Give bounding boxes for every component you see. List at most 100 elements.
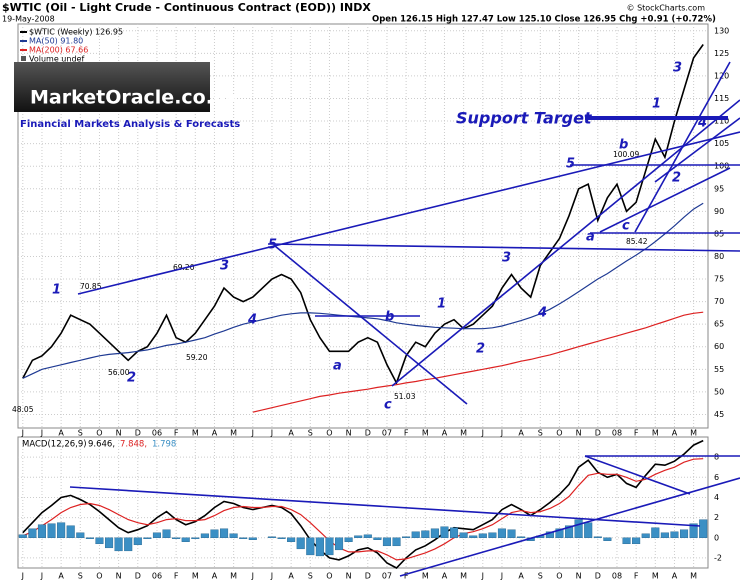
histogram-bar bbox=[344, 537, 353, 542]
histogram-bar bbox=[277, 537, 286, 539]
histogram-bar bbox=[191, 537, 200, 539]
x-tick-label: S bbox=[538, 572, 543, 581]
histogram-bar bbox=[641, 533, 650, 538]
wave-label: 1 bbox=[437, 297, 446, 312]
x-tick-label: M bbox=[422, 572, 429, 581]
y-tick-label: 115 bbox=[714, 94, 729, 103]
x-tick-label: S bbox=[308, 572, 313, 581]
x-tick-label: N bbox=[576, 572, 582, 581]
x-tick-label: A bbox=[288, 429, 294, 438]
wave-label: b bbox=[385, 310, 394, 325]
chart-title: $WTIC (Oil - Light Crude - Continuous Co… bbox=[2, 1, 371, 14]
y-tick-label: 75 bbox=[714, 275, 724, 284]
x-tick-label: J bbox=[40, 572, 43, 581]
histogram-bar bbox=[114, 537, 123, 552]
y-tick-label: 125 bbox=[714, 49, 729, 58]
histogram-bar bbox=[47, 523, 56, 538]
x-tick-label: O bbox=[326, 429, 332, 438]
trend-lines bbox=[69, 61, 740, 577]
histogram-bar bbox=[95, 537, 104, 545]
histogram-bar bbox=[210, 529, 219, 538]
histogram-bar bbox=[670, 531, 679, 538]
histogram-bar bbox=[124, 537, 133, 552]
histogram-bar bbox=[382, 537, 391, 547]
histogram-bar bbox=[421, 530, 430, 538]
y-tick-label: 95 bbox=[714, 184, 724, 193]
histogram-bar bbox=[622, 537, 631, 545]
x-tick-label: O bbox=[326, 572, 332, 581]
x-tick-label: A bbox=[288, 572, 294, 581]
y-tick-label: 4 bbox=[714, 493, 719, 502]
x-tick-label: M bbox=[652, 429, 659, 438]
wave-label: a bbox=[586, 230, 595, 245]
x-tick-label: O bbox=[556, 429, 562, 438]
histogram-bar bbox=[143, 537, 152, 539]
wave-label: Support Target bbox=[456, 109, 593, 128]
wave-label: 4 bbox=[697, 116, 707, 131]
x-tick-label: M bbox=[690, 572, 697, 581]
histogram-bar bbox=[105, 537, 114, 549]
x-tick-label: S bbox=[78, 429, 83, 438]
x-tick-label: S bbox=[308, 429, 313, 438]
x-tick-label: J bbox=[500, 429, 503, 438]
wave-label: 1 bbox=[652, 97, 661, 112]
series-line bbox=[22, 439, 704, 569]
histogram-bar bbox=[57, 522, 66, 538]
histogram-bar bbox=[459, 532, 468, 538]
x-tick-label: F bbox=[404, 572, 409, 581]
x-tick-label: F bbox=[174, 572, 179, 581]
x-tick-label: J bbox=[251, 429, 254, 438]
x-tick-label: J bbox=[481, 429, 484, 438]
histogram-bar bbox=[296, 537, 305, 550]
x-tick-label: A bbox=[518, 572, 524, 581]
wave-label: 4 bbox=[537, 306, 547, 321]
x-tick-label: N bbox=[346, 572, 352, 581]
x-tick-label: M bbox=[192, 572, 199, 581]
y-tick-label: 130 bbox=[714, 26, 729, 35]
histogram-bar bbox=[335, 537, 344, 551]
source: © StockCharts.com bbox=[627, 4, 706, 13]
x-tick-label: D bbox=[135, 572, 141, 581]
wave-label: 5 bbox=[566, 157, 575, 172]
y-tick-label: 90 bbox=[714, 207, 724, 216]
legend-label: MA(50) 91.80 bbox=[29, 37, 83, 46]
histogram-bar bbox=[507, 529, 516, 538]
price-label: 51.03 bbox=[394, 392, 416, 401]
series-line bbox=[22, 44, 704, 385]
histogram-bar bbox=[373, 537, 382, 540]
histogram-bar bbox=[450, 527, 459, 538]
wave-label: c bbox=[622, 219, 630, 234]
histogram-bar bbox=[699, 519, 708, 538]
x-tick-label: J bbox=[251, 572, 254, 581]
x-tick-label: M bbox=[230, 572, 237, 581]
price-label: 59.20 bbox=[186, 353, 208, 362]
legend-label: 1.798 bbox=[152, 440, 176, 450]
histogram-bar bbox=[430, 528, 439, 538]
histogram-bar bbox=[555, 528, 564, 538]
wave-label: 5 bbox=[268, 238, 277, 253]
y-tick-label: 8 bbox=[714, 453, 719, 462]
x-tick-label: J bbox=[481, 572, 484, 581]
legend-swatch bbox=[21, 56, 26, 61]
histogram-bar bbox=[315, 537, 324, 557]
histogram-bar bbox=[363, 534, 372, 538]
x-tick-label: M bbox=[230, 429, 237, 438]
x-tick-label: J bbox=[21, 429, 24, 438]
x-tick-label: J bbox=[500, 572, 503, 581]
legend-label: $WTIC (Weekly) 126.95 bbox=[29, 28, 123, 37]
y-tick-label: 100 bbox=[714, 162, 729, 171]
x-tick-label: M bbox=[460, 572, 467, 581]
histogram-bar bbox=[574, 519, 583, 538]
histogram-bar bbox=[354, 535, 363, 538]
y-tick-label: 85 bbox=[714, 229, 724, 238]
price-label: 100.09 bbox=[613, 150, 639, 159]
histogram-bar bbox=[632, 537, 641, 545]
chart-date: 19-May-2008 bbox=[2, 15, 55, 24]
x-tick-label: 07 bbox=[382, 429, 392, 438]
wave-label: c bbox=[384, 398, 392, 413]
histogram-bar bbox=[267, 536, 276, 538]
histogram-bar bbox=[162, 529, 171, 538]
y-tick-label: 60 bbox=[714, 342, 724, 351]
wave-label: 4 bbox=[247, 313, 257, 328]
